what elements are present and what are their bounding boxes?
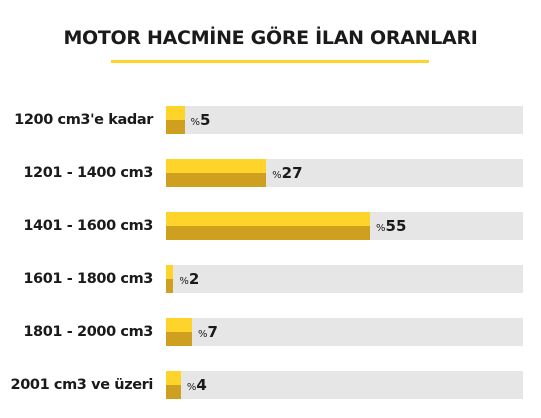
bar [166,318,192,346]
data-label-value: 55 [385,217,407,235]
data-label: %5 [191,106,211,137]
bar [166,106,185,134]
bar [166,371,181,399]
data-label-value: 5 [200,111,211,129]
data-label-percent-sign: % [272,170,282,181]
title-underline [111,60,429,63]
data-label: %7 [198,318,218,349]
data-label: %4 [187,371,207,402]
bar-track [166,265,523,293]
category-label: 1201 - 1400 cm3 [23,165,153,181]
bar [166,212,370,240]
data-label-percent-sign: % [376,223,386,234]
data-label-percent-sign: % [197,329,208,340]
chart-title: MOTOR HACMİNE GÖRE İLAN ORANLARI [63,27,478,49]
category-label: 1200 cm3'e kadar [14,112,153,128]
data-label: %27 [272,159,302,190]
data-label-percent-sign: % [190,117,201,128]
data-label-percent-sign: % [186,382,197,393]
data-label-value: 4 [196,376,207,394]
data-label-value: 27 [281,164,303,182]
category-label: 1401 - 1600 cm3 [23,218,153,234]
category-label: 1601 - 1800 cm3 [23,271,153,287]
bar [166,265,174,293]
category-label: 1801 - 2000 cm3 [23,324,153,340]
bar-track [166,371,523,399]
data-label-value: 7 [207,323,218,341]
data-label-percent-sign: % [179,276,189,287]
bar-track [166,318,523,346]
bar-track [166,106,523,134]
bar [166,159,267,187]
data-label: %2 [179,265,199,296]
data-label: %55 [376,212,406,243]
data-label-value: 2 [188,270,200,288]
category-label: 2001 cm3 ve üzeri [10,377,154,393]
